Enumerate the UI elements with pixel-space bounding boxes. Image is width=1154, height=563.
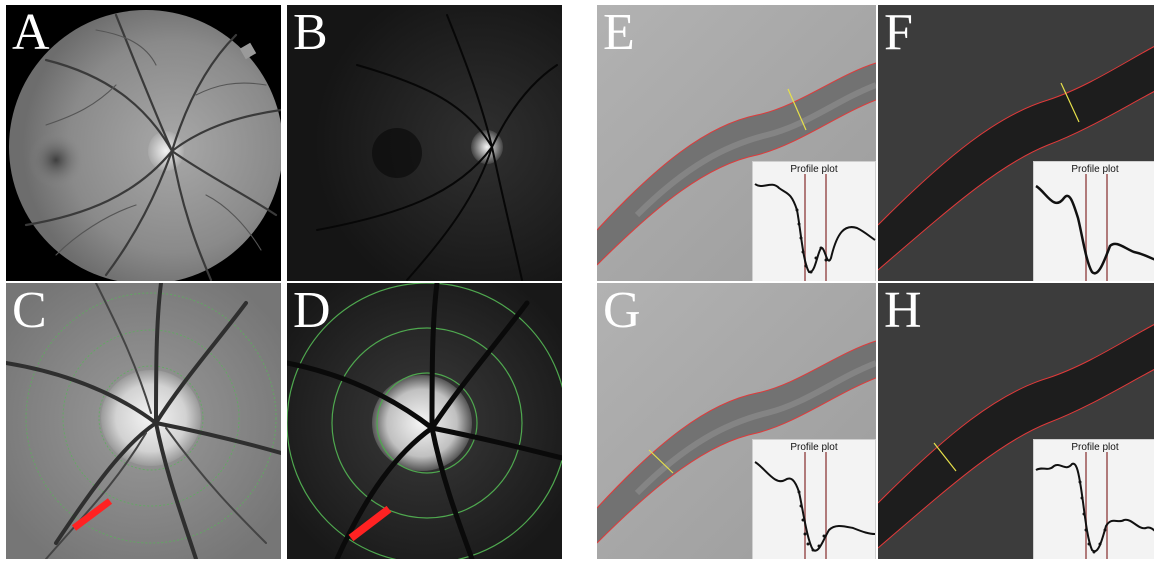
panel-label-g: G [603,283,641,339]
panel-g-vessel-segment: G Profile plot [597,283,876,559]
profile-plot-title-h: Profile plot [1071,442,1119,453]
vessel-image-e [597,5,876,281]
profile-plot-title-f: Profile plot [1071,164,1119,175]
profile-plot-title-e: Profile plot [790,164,838,175]
panel-c-disc-zoom: C [6,283,281,559]
cross-section-g [648,449,674,474]
panel-label-f: F [884,5,913,61]
cross-section-e [787,88,807,131]
profile-plot-h: Profile plot [1033,439,1154,559]
panel-a-fundus-image: A [6,5,281,281]
profile-plot-title-g: Profile plot [790,442,838,453]
fundus-photo-b [287,5,562,281]
panel-f-vessel-segment: F Profile plot [878,5,1154,281]
profile-plot-e: Profile plot [752,161,876,281]
panel-label-d: D [293,283,331,339]
profile-plot-f: Profile plot [1033,161,1154,281]
panel-label-a: A [12,5,50,61]
red-marker-c [71,498,113,531]
panel-e-vessel-segment: E Profile plot [597,5,876,281]
panel-label-b: B [293,5,328,61]
cross-section-f [1060,82,1080,123]
fundus-photo-a [9,10,281,281]
disc-zoom-c [6,283,281,559]
vessel-image-g [597,283,876,559]
cross-section-h [933,442,957,472]
disc-zoom-d [287,283,562,559]
red-marker-d [348,505,392,542]
panel-label-c: C [12,283,47,339]
panel-label-e: E [603,5,635,61]
panel-b-fundus-image: B [287,5,562,281]
profile-plot-g: Profile plot [752,439,876,559]
panel-label-h: H [884,283,922,339]
panel-d-disc-zoom: D [287,283,562,559]
panel-h-vessel-segment: H Profile plot [878,283,1154,559]
